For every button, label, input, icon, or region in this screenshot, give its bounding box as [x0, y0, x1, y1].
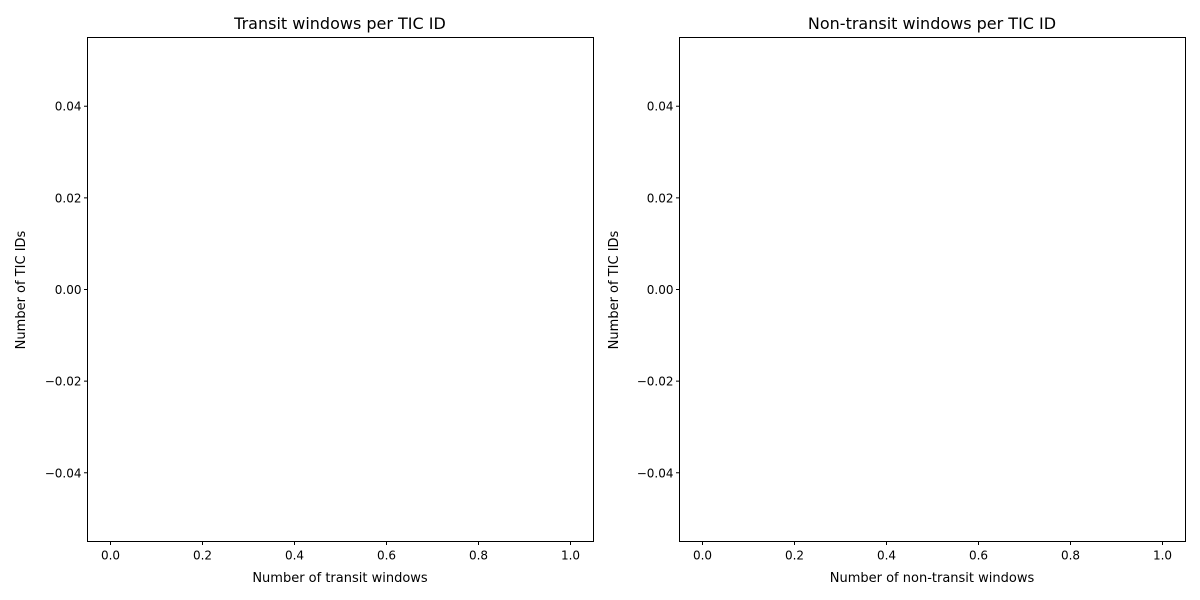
y-tick-label: −0.04 — [45, 466, 82, 480]
x-tick-label: 1.0 — [561, 549, 580, 563]
plot-frame — [679, 37, 1186, 542]
chart-transit-windows: Transit windows per TIC ID −0.04 −0.02 0.0… — [14, 14, 594, 586]
y-axis-label: Number of TIC IDs — [14, 230, 29, 349]
y-tick-label: 0.02 — [55, 191, 82, 205]
plot-frame — [87, 37, 594, 542]
x-axis-label: Number of non-transit windows — [830, 571, 1035, 586]
x-tick-label: 0.6 — [377, 549, 396, 563]
x-tick-label: 0.2 — [193, 549, 212, 563]
x-tick-label: 0.4 — [877, 549, 896, 563]
y-axis-ticks: −0.04 −0.02 0.00 0.02 0.04 — [637, 100, 680, 480]
chart-non-transit-windows: Non-transit windows per TIC ID −0.04−0.0… — [607, 14, 1186, 586]
y-tick-label: 0.04 — [647, 100, 674, 114]
x-tick-label: 0.8 — [469, 549, 488, 563]
y-tick-label: 0.00 — [647, 283, 674, 297]
y-tick-label: −0.04 — [637, 466, 674, 480]
x-tick-label: 0.0 — [693, 549, 712, 563]
x-axis-label: Number of transit windows — [252, 571, 428, 586]
x-tick-label: 0.0 — [101, 549, 120, 563]
x-axis-ticks: 0.0 0.2 0.4 0.6 0.8 1.0 — [101, 541, 580, 563]
y-tick-label: 0.00 — [55, 283, 82, 297]
x-tick-label: 0.4 — [285, 549, 304, 563]
y-axis-ticks: −0.04 −0.02 0.00 0.02 0.04 — [45, 100, 88, 480]
chart-title: Non-transit windows per TIC ID — [808, 14, 1056, 33]
x-tick-label: 0.6 — [969, 549, 988, 563]
y-tick-label: 0.02 — [647, 191, 674, 205]
y-tick-label: −0.02 — [45, 375, 82, 389]
x-axis-ticks: 0.0 0.2 0.4 0.6 0.8 1.0 — [693, 541, 1172, 563]
x-tick-label: 1.0 — [1153, 549, 1172, 563]
y-tick-label: 0.04 — [55, 100, 82, 114]
x-tick-label: 0.8 — [1061, 549, 1080, 563]
y-axis-label: Number of TIC IDs — [607, 230, 622, 349]
x-tick-label: 0.2 — [785, 549, 804, 563]
y-tick-label: −0.02 — [637, 375, 674, 389]
chart-title: Transit windows per TIC ID — [233, 14, 446, 33]
